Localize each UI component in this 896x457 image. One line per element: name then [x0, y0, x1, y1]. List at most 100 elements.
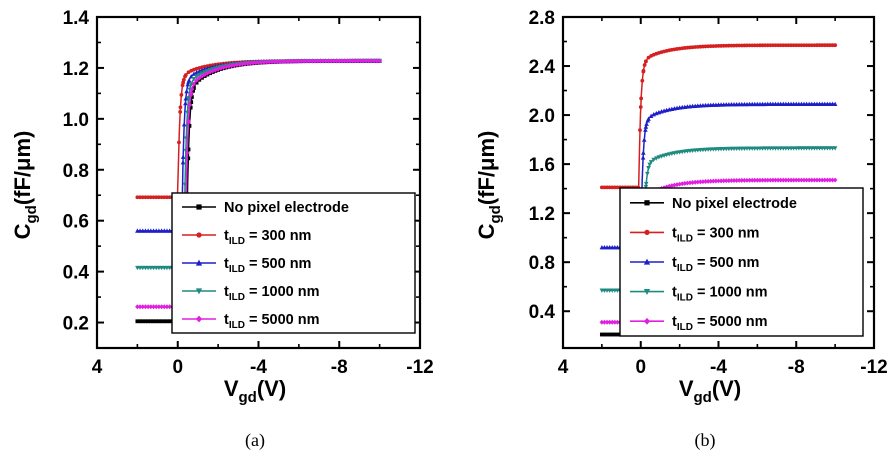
- legend-marker: [644, 229, 650, 235]
- data-point: [731, 178, 737, 183]
- data-point: [773, 177, 778, 183]
- data-point: [277, 59, 283, 65]
- data-point: [339, 58, 345, 64]
- data-point: [664, 152, 669, 158]
- legend-marker: [195, 288, 203, 295]
- data-point: [799, 177, 804, 183]
- data-point: [347, 58, 353, 64]
- data-point: [742, 177, 747, 183]
- legend-label: tILD = 1000 nm: [672, 285, 768, 304]
- data-point: [647, 162, 652, 168]
- y-tick-label: 1.2: [529, 204, 555, 225]
- y-tick-label: 0.2: [63, 314, 89, 335]
- data-point: [729, 178, 734, 184]
- data-point: [661, 153, 667, 158]
- data-point: [641, 68, 646, 73]
- data-point: [369, 58, 374, 64]
- legend: No pixel electrode tILD = 300 nm tILD = 50…: [619, 187, 864, 337]
- x-axis-label-unit: (V): [712, 376, 741, 401]
- legend-marker: [196, 204, 202, 210]
- x-tick-label: -4: [710, 357, 727, 378]
- data-point: [793, 177, 799, 183]
- legend-label: tILD = 500 nm: [672, 255, 759, 274]
- data-point: [641, 137, 647, 142]
- data-point: [331, 58, 337, 64]
- data-point: [240, 61, 245, 67]
- x-tick-label: -12: [406, 357, 433, 378]
- data-point: [138, 319, 142, 324]
- data-point: [180, 159, 186, 165]
- data-point: [135, 304, 140, 310]
- subfigure-caption: (a): [245, 430, 265, 451]
- legend-marker: [643, 289, 651, 295]
- data-point: [334, 58, 339, 64]
- data-point: [272, 59, 277, 65]
- data-point: [285, 58, 291, 64]
- data-point: [143, 319, 148, 324]
- x-tick-label: -12: [860, 357, 887, 378]
- data-point: [747, 177, 752, 183]
- y-axis-label-unit: (fF/μm): [10, 131, 35, 206]
- data-point: [708, 178, 714, 184]
- data-point: [162, 195, 167, 200]
- data-point: [310, 58, 315, 64]
- data-point: [643, 181, 649, 187]
- data-point: [275, 59, 280, 65]
- data-point: [315, 58, 320, 64]
- data-point: [638, 105, 643, 109]
- chart-b: 4 0 -4 -8 -120.40.81.21.62.02.42.8Vgd(V)Cgd(…: [474, 8, 888, 451]
- data-point: [153, 304, 159, 310]
- data-point: [187, 123, 192, 128]
- data-point: [234, 62, 240, 68]
- data-point: [164, 304, 170, 310]
- y-axis-label-sub: gd: [487, 205, 504, 223]
- chart-a: 4 0 -4 -8 -120.20.40.60.81.01.21.4Vgd(V)Cgd(…: [10, 8, 434, 451]
- data-point: [605, 332, 609, 337]
- data-point: [178, 105, 183, 110]
- data-point: [786, 177, 791, 183]
- data-point: [363, 58, 369, 64]
- data-point: [830, 177, 835, 183]
- y-tick-label: 0.6: [63, 212, 89, 233]
- y-tick-label: 1.2: [63, 59, 89, 80]
- y-tick-label: 1.0: [63, 110, 89, 131]
- data-point: [604, 319, 610, 325]
- data-point: [713, 178, 719, 184]
- x-tick-label: 0: [635, 357, 646, 378]
- data-point: [187, 102, 192, 108]
- data-point: [191, 88, 195, 93]
- data-point: [165, 195, 169, 200]
- data-point: [167, 304, 172, 310]
- data-point: [167, 319, 172, 324]
- data-point: [140, 304, 146, 310]
- y-axis-label-main: C: [10, 223, 35, 239]
- y-tick-label: 0.8: [63, 161, 89, 182]
- data-point: [183, 96, 189, 101]
- data-point: [765, 177, 771, 183]
- data-point: [822, 177, 828, 183]
- data-point: [191, 77, 197, 82]
- y-tick-label: 1.6: [529, 155, 555, 176]
- data-point: [192, 86, 196, 90]
- data-point: [151, 319, 156, 324]
- data-point: [186, 156, 191, 161]
- data-point: [250, 60, 256, 66]
- data-point: [685, 180, 690, 186]
- data-point: [184, 150, 190, 156]
- series-1: [135, 58, 382, 200]
- data-point: [296, 58, 302, 64]
- data-point: [253, 60, 259, 66]
- x-axis-label-sub: gd: [694, 389, 712, 406]
- data-point: [159, 195, 164, 200]
- data-point: [229, 63, 234, 69]
- data-point: [151, 304, 156, 310]
- data-point: [328, 58, 334, 64]
- series-line: [137, 60, 380, 199]
- data-point: [299, 58, 304, 64]
- data-point: [711, 178, 716, 184]
- data-point: [602, 319, 607, 325]
- data-point: [156, 304, 162, 310]
- data-point: [781, 177, 786, 183]
- data-point: [180, 154, 186, 159]
